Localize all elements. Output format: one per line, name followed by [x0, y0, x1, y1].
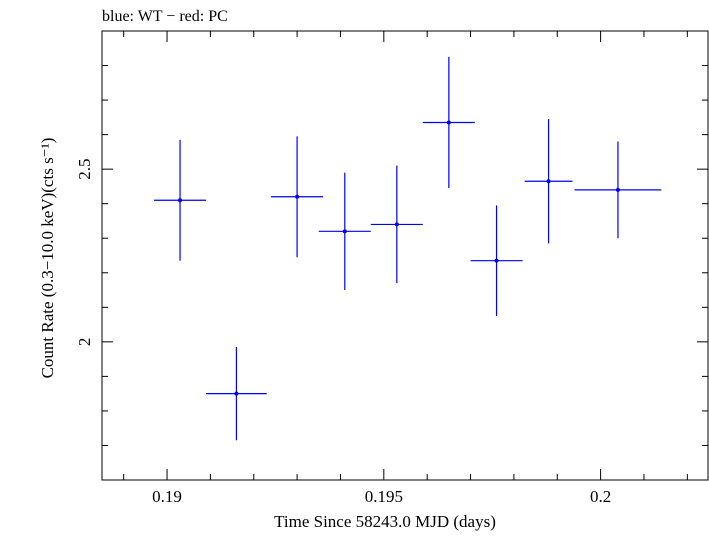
data-point	[271, 136, 324, 258]
data-marker	[446, 120, 451, 125]
y-tick-label: 2.5	[75, 159, 94, 180]
data-point	[318, 172, 371, 291]
data-point	[154, 139, 207, 261]
chart-title: blue: WT − red: PC	[102, 8, 228, 25]
data-point	[524, 119, 573, 244]
data-marker	[295, 194, 300, 199]
x-tick-label: 0.19	[152, 487, 182, 506]
data-marker	[615, 187, 620, 192]
data-point	[206, 347, 267, 441]
data-point	[422, 56, 475, 189]
data-marker	[494, 258, 499, 263]
data-marker	[178, 198, 183, 203]
data-point	[574, 141, 662, 239]
data-marker	[546, 179, 551, 184]
plot-frame	[101, 30, 709, 481]
data-marker	[342, 229, 347, 234]
axis-ticks	[102, 30, 708, 481]
x-tick-label: 0.195	[365, 487, 403, 506]
data-point	[470, 205, 523, 316]
axis-tick-labels: 0.19 0.195 0.2 2 2.5	[75, 159, 611, 506]
x-axis-label: Time Since 58243.0 MJD (days)	[274, 512, 496, 531]
data-marker	[394, 222, 399, 227]
data-marker	[234, 391, 239, 396]
y-tick-label: 2	[75, 338, 94, 347]
x-tick-label: 0.2	[590, 487, 611, 506]
data-series	[154, 56, 662, 441]
y-axis-label: Count Rate (0.3−10.0 keV)(cts s⁻¹)	[38, 138, 57, 379]
data-point	[370, 165, 423, 284]
